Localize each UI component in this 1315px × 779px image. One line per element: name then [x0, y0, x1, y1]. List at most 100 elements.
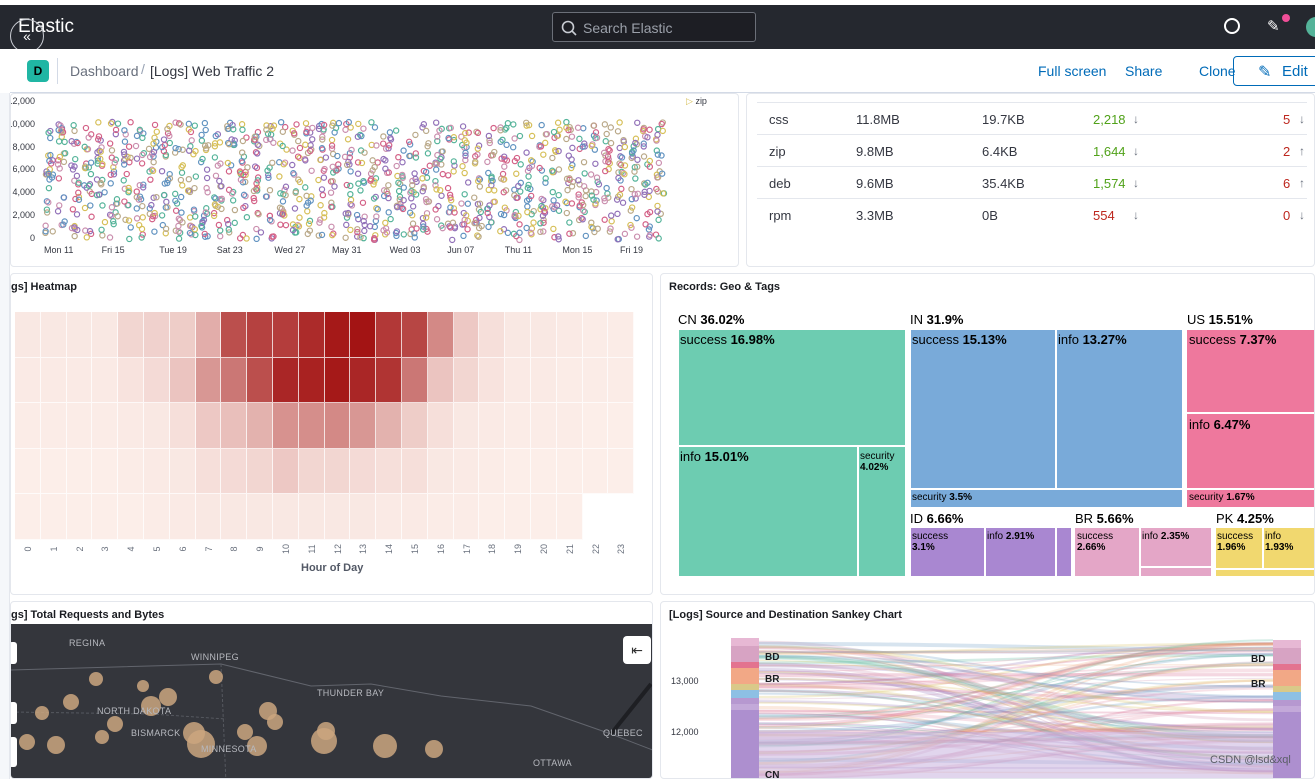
heatmap-cell[interactable]: [350, 312, 377, 358]
heatmap-cell[interactable]: [273, 312, 299, 358]
heatmap-cell[interactable]: [40, 403, 67, 449]
heatmap-cell[interactable]: [402, 494, 428, 540]
heatmap-cell[interactable]: [92, 494, 119, 540]
heatmap-cell[interactable]: [15, 403, 41, 449]
full-screen-link[interactable]: Full screen: [1038, 63, 1107, 79]
heatmap-cell[interactable]: [505, 448, 531, 494]
treemap-cell[interactable]: [1186, 489, 1314, 508]
treemap-cell[interactable]: [1215, 527, 1263, 569]
heatmap-cell[interactable]: [169, 494, 196, 540]
heatmap-cell[interactable]: [144, 403, 170, 449]
treemap-cell[interactable]: [678, 329, 906, 446]
heatmap-cell[interactable]: [66, 403, 93, 449]
map-bubble[interactable]: [35, 706, 49, 720]
heatmap-cell[interactable]: [273, 448, 299, 494]
heatmap-cell[interactable]: [427, 494, 454, 540]
heatmap-cell[interactable]: [427, 357, 454, 403]
heatmap-cell[interactable]: [556, 494, 583, 540]
heatmap-cell[interactable]: [118, 312, 144, 358]
heatmap-cell[interactable]: [273, 357, 299, 403]
map-bubble[interactable]: [187, 730, 215, 758]
treemap-cell[interactable]: [678, 446, 858, 577]
treemap-cell[interactable]: [1186, 329, 1314, 413]
heatmap-cell[interactable]: [479, 357, 506, 403]
treemap-cell[interactable]: [858, 446, 906, 577]
heatmap-cell[interactable]: [376, 403, 402, 449]
map-bubble[interactable]: [137, 680, 149, 692]
heatmap-cell[interactable]: [582, 403, 609, 449]
heatmap-cell[interactable]: [453, 357, 480, 403]
heatmap-cell[interactable]: [118, 448, 144, 494]
treemap-cell[interactable]: [1186, 413, 1314, 489]
treemap-cell[interactable]: [1074, 527, 1140, 577]
heatmap-cell[interactable]: [582, 312, 609, 358]
heatmap-cell[interactable]: [531, 357, 557, 403]
heatmap-cell[interactable]: [144, 357, 170, 403]
map-bubble[interactable]: [209, 670, 223, 684]
heatmap-cell[interactable]: [221, 448, 248, 494]
heatmap-cell[interactable]: [350, 403, 377, 449]
heatmap-cell[interactable]: [427, 448, 454, 494]
heatmap-cell[interactable]: [531, 448, 557, 494]
map-bubble[interactable]: [247, 736, 267, 756]
map-bubble[interactable]: [89, 672, 103, 686]
heatmap-cell[interactable]: [350, 494, 377, 540]
heatmap-cell[interactable]: [144, 494, 170, 540]
heatmap-cell[interactable]: [195, 357, 222, 403]
heatmap-cell[interactable]: [273, 494, 299, 540]
heatmap-cell[interactable]: [40, 448, 67, 494]
treemap-cell[interactable]: [985, 527, 1056, 577]
map-bubble[interactable]: [63, 694, 79, 710]
heatmap-cell[interactable]: [324, 357, 351, 403]
heatmap-cell[interactable]: [479, 448, 506, 494]
sankey-source-node[interactable]: CN: [765, 770, 780, 779]
heatmap-cell[interactable]: [376, 357, 402, 403]
sankey-target-node[interactable]: BR: [1251, 679, 1266, 690]
heatmap-cell[interactable]: [324, 494, 351, 540]
heatmap-cell[interactable]: [608, 312, 635, 358]
heatmap-cell[interactable]: [608, 448, 635, 494]
map-bubble[interactable]: [19, 734, 35, 750]
heatmap-cell[interactable]: [556, 448, 583, 494]
heatmap-cell[interactable]: [402, 403, 428, 449]
heatmap-cell[interactable]: [40, 357, 67, 403]
heatmap-cell[interactable]: [40, 312, 67, 358]
heatmap-cell[interactable]: [144, 312, 170, 358]
heatmap-cell[interactable]: [298, 312, 325, 358]
heatmap-cell[interactable]: [169, 312, 196, 358]
heatmap-cell[interactable]: [169, 357, 196, 403]
map-bubble[interactable]: [425, 740, 443, 758]
heatmap-cell[interactable]: [247, 357, 273, 403]
breadcrumb-dashboard[interactable]: Dashboard: [70, 63, 139, 79]
sankey-chart[interactable]: [661, 602, 1315, 779]
treemap-cell[interactable]: [1215, 569, 1314, 577]
heatmap-cell[interactable]: [350, 357, 377, 403]
edit-button[interactable]: ✎ Edit: [1233, 56, 1315, 86]
legend-item-zip[interactable]: ▷ zip: [686, 96, 707, 107]
map-bubble[interactable]: [311, 728, 337, 754]
heatmap-cell[interactable]: [505, 357, 531, 403]
heatmap-cell[interactable]: [92, 312, 119, 358]
heatmap-cell[interactable]: [479, 312, 506, 358]
map-bubble[interactable]: [267, 714, 283, 730]
search-input[interactable]: Search Elastic: [552, 12, 756, 42]
treemap-cell[interactable]: [1140, 567, 1212, 577]
heatmap-cell[interactable]: [505, 494, 531, 540]
heatmap-cell[interactable]: [221, 494, 248, 540]
sankey-target-node[interactable]: BD: [1251, 654, 1266, 665]
heatmap-cell[interactable]: [66, 357, 93, 403]
heatmap-cell[interactable]: [608, 403, 635, 449]
heatmap-cell[interactable]: [15, 357, 41, 403]
heatmap-cell[interactable]: [376, 312, 402, 358]
map-canvas[interactable]: REGINA WINNIPEG THUNDER BAY NORTH DAKOTA BIS…: [11, 624, 652, 778]
heatmap-cell[interactable]: [66, 494, 93, 540]
heatmap-cell[interactable]: [531, 494, 557, 540]
table-row[interactable]: rpm 3.3MB 0B 554 ↓ 0 ↓: [757, 198, 1307, 230]
heatmap-cell[interactable]: [247, 494, 273, 540]
heatmap-cell[interactable]: [376, 494, 402, 540]
heatmap-cell[interactable]: [15, 494, 41, 540]
heatmap-cell[interactable]: [298, 403, 325, 449]
zoom-out-button[interactable]: [11, 702, 17, 724]
heatmap-cell[interactable]: [324, 312, 351, 358]
heatmap-cell[interactable]: [324, 403, 351, 449]
